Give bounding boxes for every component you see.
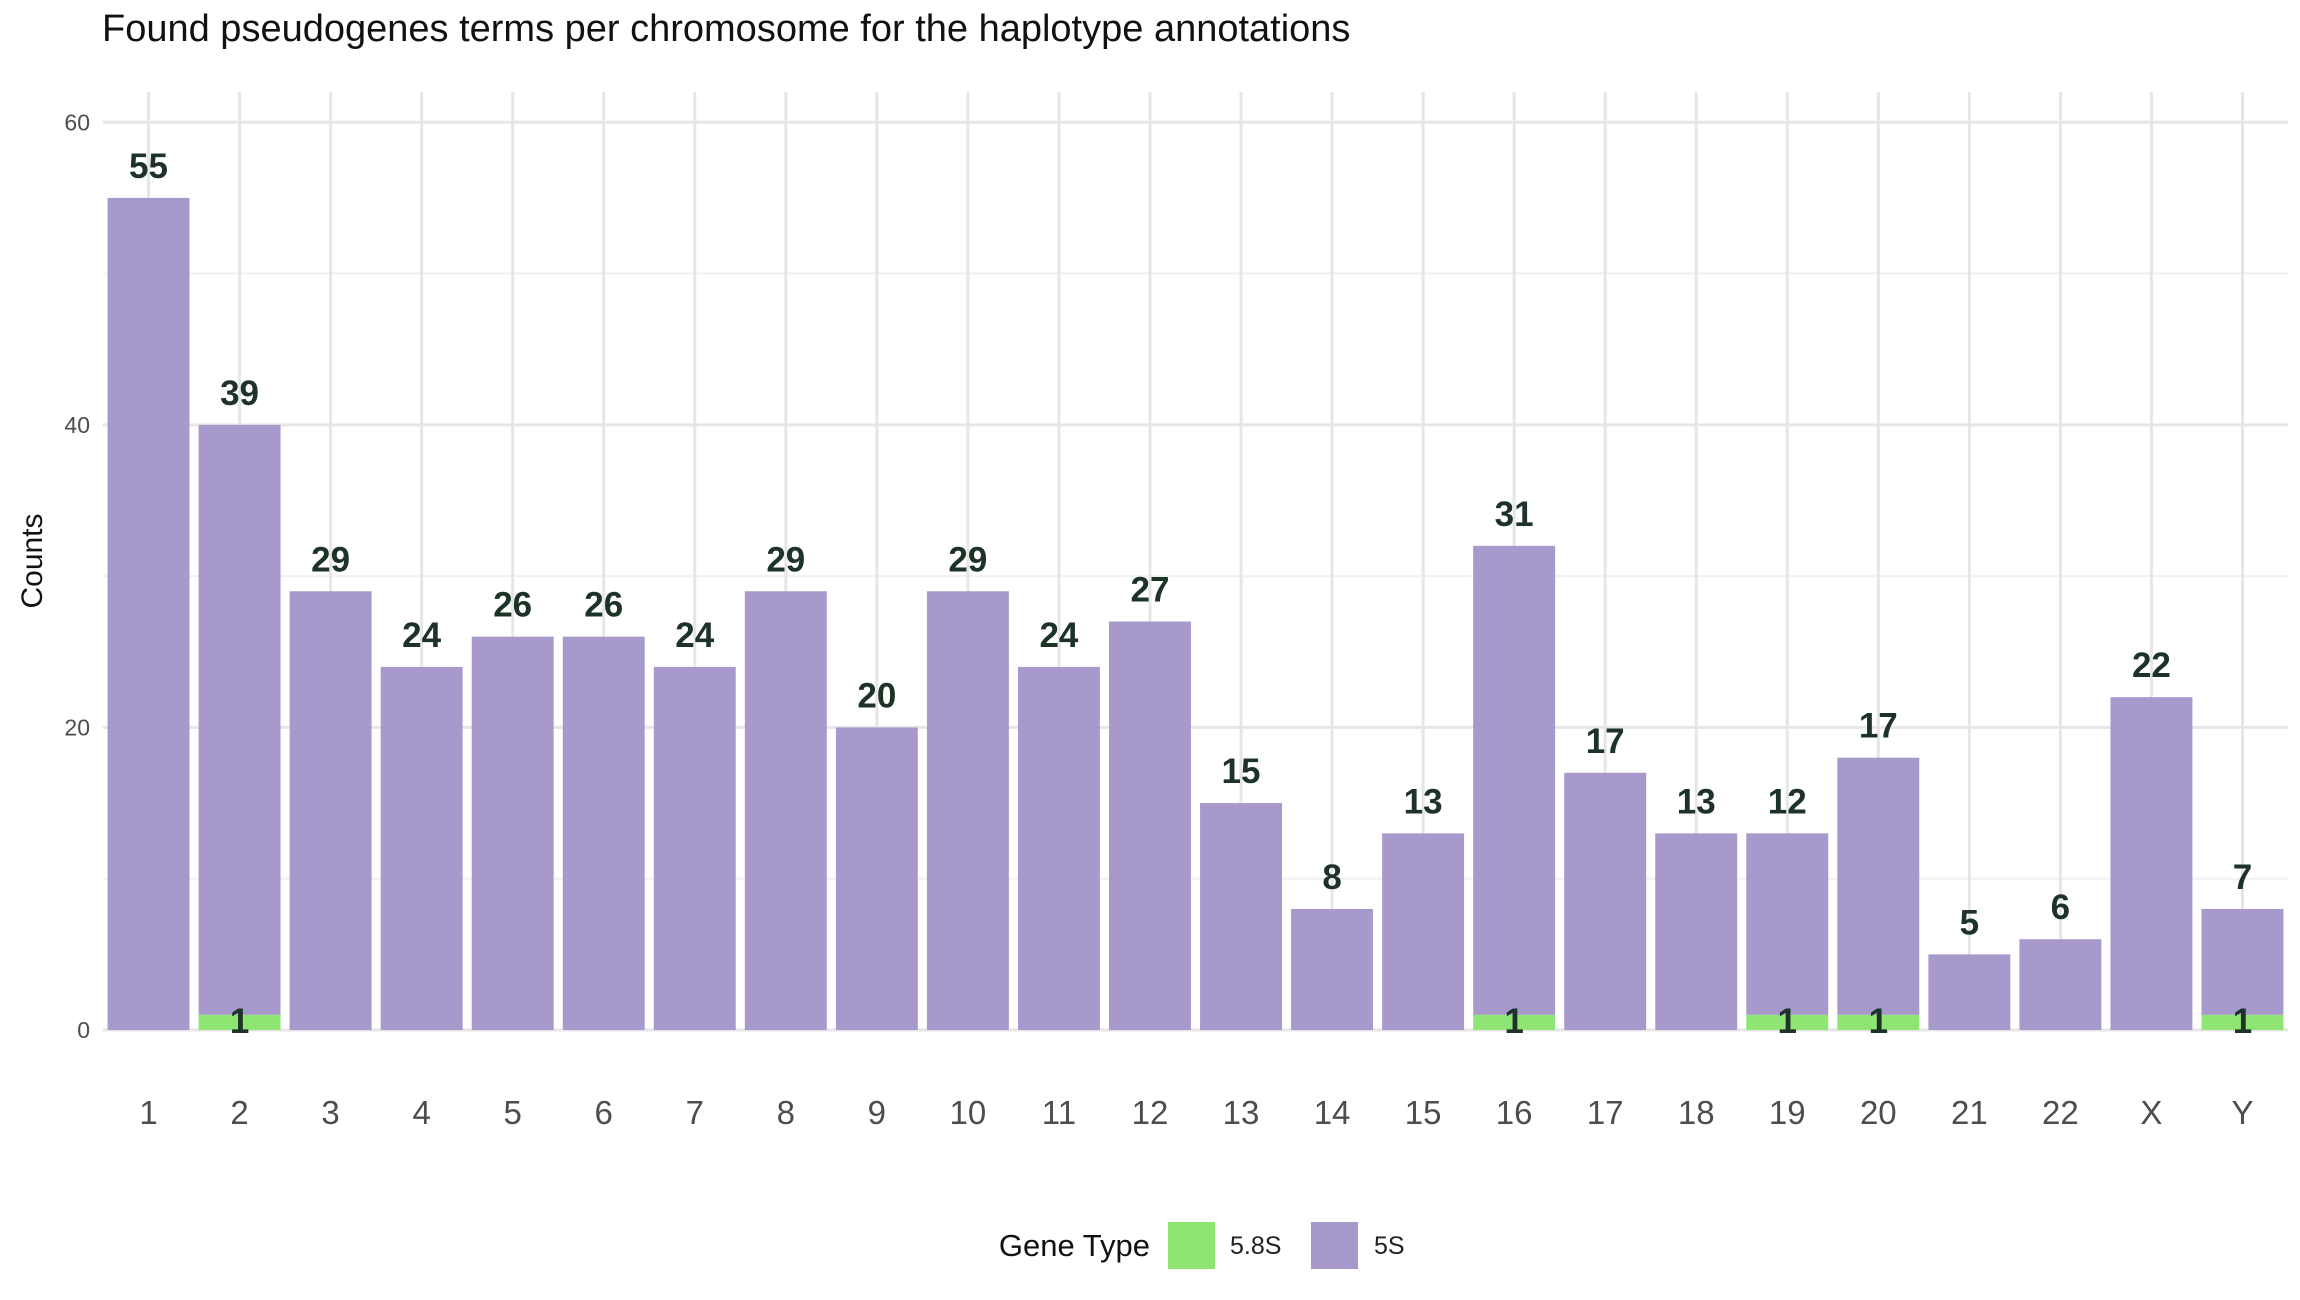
x-tick-label: Y: [2231, 1094, 2253, 1131]
data-label-5s: 29: [311, 540, 350, 579]
data-label-5s: 24: [675, 616, 714, 655]
x-tick-label: 5: [504, 1094, 522, 1131]
bar-5-8s: [1746, 1014, 1829, 1030]
bar-5s: [107, 197, 190, 1031]
y-tick-label: 0: [77, 1017, 90, 1043]
bar-5s: [1655, 833, 1738, 1030]
data-label-5s: 15: [1222, 752, 1261, 791]
data-label-5s: 22: [2132, 646, 2171, 685]
bar-5s: [2019, 939, 2102, 1030]
bar-5s: [562, 636, 645, 1030]
data-label-5s: 24: [402, 616, 441, 655]
data-label-5s: 13: [1677, 782, 1716, 821]
x-tick-label: 3: [321, 1094, 339, 1131]
bar-5-8s: [198, 1014, 281, 1030]
x-tick-label: 2: [230, 1094, 248, 1131]
legend-swatch-5-8s: [1168, 1222, 1215, 1269]
data-label-5s: 12: [1768, 782, 1807, 821]
data-label-5s: 29: [766, 540, 805, 579]
x-tick-label: 1: [139, 1094, 157, 1131]
x-tick-label: 11: [1042, 1094, 1076, 1131]
bar-5s: [198, 424, 281, 1015]
data-label-5s: 27: [1131, 571, 1170, 610]
legend-title: Gene Type: [999, 1228, 1150, 1263]
x-tick-label: 15: [1405, 1094, 1442, 1131]
bar-5s: [926, 591, 1009, 1030]
x-tick-label: 10: [950, 1094, 987, 1131]
x-tick-label: 22: [2042, 1094, 2079, 1131]
bar-5s: [289, 591, 372, 1030]
bar-5s: [1564, 772, 1647, 1030]
data-label-5s: 7: [2233, 858, 2252, 897]
bar-5s: [471, 636, 554, 1030]
bar-5s: [1200, 803, 1282, 1030]
data-label-5s: 26: [493, 586, 532, 625]
x-tick-label: X: [2140, 1094, 2162, 1131]
legend-swatch-5s: [1311, 1222, 1358, 1269]
x-tick-label: 7: [686, 1094, 704, 1131]
data-label-5s: 8: [1322, 858, 1341, 897]
data-label-5s: 6: [2051, 888, 2070, 927]
bar-5s: [744, 591, 827, 1030]
x-tick-label: 17: [1587, 1094, 1624, 1131]
bar-5s: [1017, 666, 1100, 1030]
x-tick-label: 19: [1769, 1094, 1806, 1131]
data-label-5-8s: 1: [2233, 1002, 2252, 1041]
bar-5s: [2201, 908, 2284, 1015]
bar-5-8s: [1473, 1014, 1556, 1030]
data-label-5s: 17: [1586, 722, 1625, 761]
data-label-5-8s: 1: [1869, 1002, 1888, 1041]
x-tick-label: 8: [777, 1094, 795, 1131]
data-label-5s: 24: [1039, 616, 1078, 655]
data-label-5s: 26: [584, 586, 623, 625]
data-label-5s: 29: [948, 540, 987, 579]
bar-5s: [1291, 908, 1374, 1030]
bar-5s: [2110, 697, 2193, 1030]
y-tick-label: 20: [64, 714, 90, 740]
legend-label-5s: 5S: [1374, 1232, 1405, 1260]
bar-5s: [653, 666, 736, 1030]
x-tick-label: 13: [1223, 1094, 1260, 1131]
x-tick-label: 14: [1314, 1094, 1351, 1131]
x-tick-label: 4: [412, 1094, 430, 1131]
x-tick-label: 16: [1496, 1094, 1533, 1131]
x-tick-label: 6: [595, 1094, 613, 1131]
legend-label-5-8s: 5.8S: [1230, 1232, 1281, 1260]
data-label-5s: 17: [1859, 707, 1898, 746]
x-tick-label: 20: [1860, 1094, 1897, 1131]
y-axis-label: Counts: [16, 513, 49, 608]
bar-5s: [1928, 954, 2011, 1030]
chart-title: Found pseudogenes terms per chromosome f…: [102, 8, 1351, 50]
x-tick-label: 9: [868, 1094, 886, 1131]
data-label-5s: 13: [1404, 782, 1443, 821]
bar-5s: [1473, 545, 1556, 1015]
bar-5s: [1382, 833, 1465, 1030]
data-label-5s: 31: [1495, 495, 1534, 534]
bar-5-8s: [1837, 1014, 1920, 1030]
bar-5s: [835, 727, 918, 1030]
data-label-5-8s: 1: [1778, 1002, 1797, 1041]
bar-5-8s: [2201, 1014, 2284, 1030]
bar-5s: [1109, 621, 1191, 1030]
bar-5s: [1837, 757, 1920, 1015]
y-tick-label: 60: [64, 109, 90, 135]
x-tick-label: 12: [1132, 1094, 1169, 1131]
y-tick-label: 40: [64, 412, 90, 438]
data-label-5-8s: 1: [1504, 1002, 1523, 1041]
x-tick-label: 18: [1678, 1094, 1715, 1131]
data-label-5-8s: 1: [230, 1002, 249, 1041]
data-label-5s: 55: [129, 147, 168, 186]
x-tick-label: 21: [1951, 1094, 1988, 1131]
data-label-5s: 39: [220, 374, 259, 413]
bar-5s: [1746, 833, 1829, 1015]
data-label-5s: 5: [1960, 903, 1979, 942]
data-label-5s: 20: [857, 676, 896, 715]
bar-5s: [380, 666, 463, 1030]
